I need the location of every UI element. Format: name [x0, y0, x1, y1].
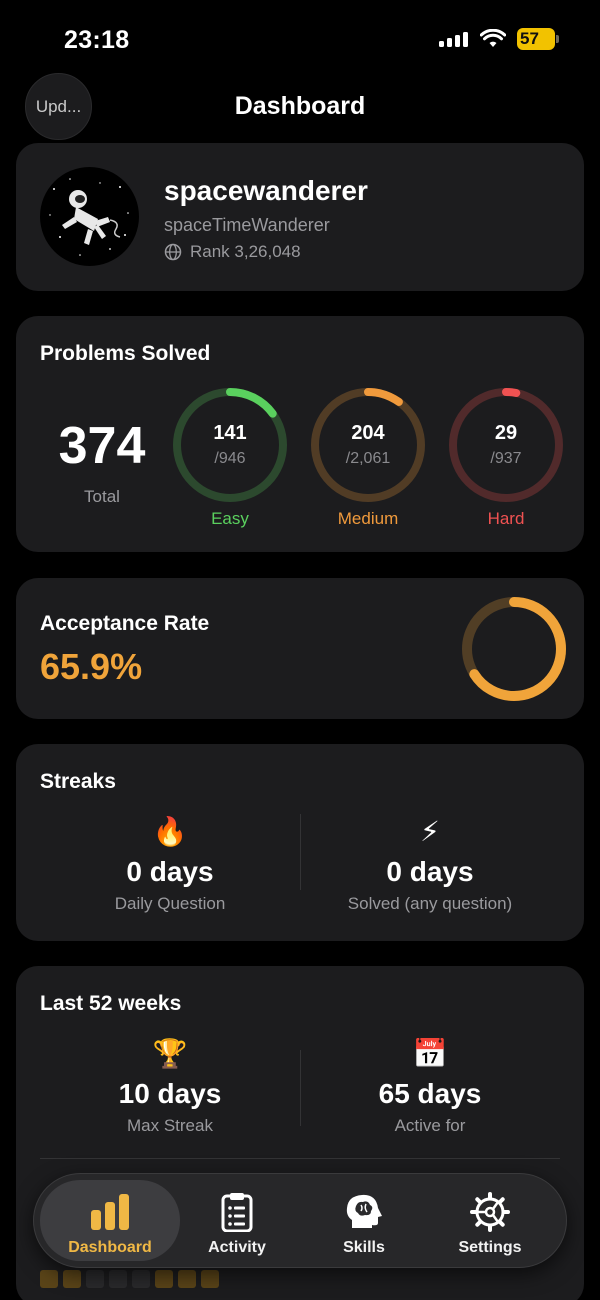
- bottom-tab-bar: Dashboard Activity Skills: [33, 1173, 567, 1268]
- status-bar: 23:18 57: [0, 0, 600, 80]
- avatar: [40, 167, 139, 266]
- easy-total: /946: [214, 450, 246, 467]
- streaks-divider: [300, 814, 301, 890]
- fire-icon: 🔥: [152, 816, 188, 847]
- globe-icon: [164, 243, 182, 261]
- tab-activity-label: Activity: [208, 1239, 266, 1256]
- easy-solved: 141: [213, 422, 247, 444]
- solved-streak-value: 0 days: [386, 856, 474, 887]
- medium-total: /2,061: [345, 450, 391, 467]
- brain-head-icon: [346, 1194, 382, 1228]
- max-streak-stat: 🏆 10 days Max Streak: [40, 1036, 300, 1136]
- hard-solved: 29: [494, 422, 518, 444]
- daily-streak-label: Daily Question: [114, 894, 226, 913]
- solved-streak-label: Solved (any question): [347, 894, 513, 913]
- tab-settings-label: Settings: [458, 1239, 522, 1256]
- battery-tip: [556, 35, 559, 43]
- problems-solved-card: Problems Solved 374 Total 141 /946 Easy …: [16, 316, 584, 552]
- acceptance-value: 65.9%: [40, 646, 143, 687]
- total-solved-label: Total: [84, 487, 120, 506]
- active-days-label: Active for: [394, 1116, 466, 1135]
- tab-dashboard-label: Dashboard: [68, 1239, 152, 1256]
- acceptance-rate-card: Acceptance Rate 65.9%: [16, 578, 584, 719]
- update-button[interactable]: Upd...: [25, 73, 92, 140]
- hard-label: Hard: [487, 509, 525, 528]
- lightning-icon: ⚡: [420, 816, 440, 847]
- medium-solved: 204: [351, 422, 385, 444]
- daily-streak-value: 0 days: [126, 856, 214, 887]
- easy-label: Easy: [211, 509, 249, 528]
- active-days-stat: 📅 65 days Active for: [300, 1036, 560, 1136]
- hard-total: /937: [490, 450, 522, 467]
- last52-section-divider: [40, 1158, 560, 1159]
- solved-streak-stat: ⚡ 0 days Solved (any question): [300, 814, 560, 914]
- hard-progress-ring: [449, 388, 563, 502]
- acceptance-title: Acceptance Rate: [40, 612, 210, 635]
- acceptance-ring: [462, 597, 566, 701]
- bar-chart-icon: [91, 1194, 129, 1230]
- status-time: 23:18: [64, 26, 130, 54]
- cellular-signal-icon: [439, 31, 469, 47]
- active-days-value: 65 days: [378, 1078, 482, 1109]
- astronaut-icon: [49, 178, 129, 256]
- profile-username: spacewanderer: [164, 175, 368, 206]
- gear-icon: [470, 1192, 510, 1232]
- last52-divider: [300, 1050, 301, 1126]
- tab-activity[interactable]: Activity: [167, 1180, 307, 1261]
- profile-card[interactable]: spacewanderer spaceTimeWanderer Rank 3,2…: [16, 143, 584, 291]
- calendar-icon: 📅: [412, 1038, 448, 1069]
- tab-skills-label: Skills: [343, 1239, 385, 1256]
- max-streak-value: 10 days: [118, 1078, 222, 1109]
- max-streak-label: Max Streak: [127, 1116, 213, 1135]
- page-title: Dashboard: [234, 92, 366, 120]
- easy-progress-ring: [173, 388, 287, 502]
- tab-dashboard[interactable]: Dashboard: [40, 1180, 180, 1261]
- streaks-card: Streaks 🔥 0 days Daily Question ⚡ 0 days…: [16, 744, 584, 941]
- trophy-icon: 🏆: [152, 1038, 188, 1069]
- rank-text: Rank 3,26,048: [190, 242, 301, 261]
- rank-row: Rank 3,26,048: [164, 242, 301, 262]
- streaks-title: Streaks: [40, 770, 116, 793]
- wifi-icon: [480, 29, 506, 47]
- clipboard-list-icon: [221, 1193, 253, 1232]
- last52-title: Last 52 weeks: [40, 992, 182, 1015]
- tab-skills[interactable]: Skills: [294, 1180, 434, 1261]
- battery-indicator: 57: [517, 28, 555, 50]
- daily-streak-stat: 🔥 0 days Daily Question: [40, 814, 300, 914]
- profile-handle: spaceTimeWanderer: [164, 215, 330, 235]
- medium-label: Medium: [337, 509, 399, 528]
- problems-title: Problems Solved: [40, 342, 211, 365]
- total-solved-value: 374: [58, 417, 146, 475]
- medium-progress-ring: [311, 388, 425, 502]
- tab-settings[interactable]: Settings: [420, 1180, 560, 1261]
